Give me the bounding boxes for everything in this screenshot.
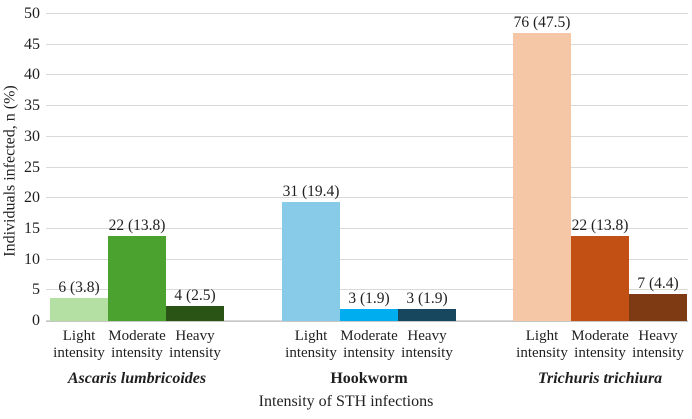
gridline	[46, 13, 688, 14]
x-axis-labels: Light intensity Moderate intensity Heavy i…	[46, 321, 688, 419]
y-tick-label: 35	[24, 97, 40, 115]
gridline	[46, 135, 688, 137]
gridline	[46, 74, 688, 76]
gridline	[46, 227, 688, 229]
y-tick-label: 15	[24, 219, 40, 237]
intensity-label: Moderate intensity	[108, 328, 166, 361]
bar-group: 31 (19.4) 3 (1.9) 3 (1.9)	[282, 14, 456, 321]
intensity-label: Heavy intensity	[169, 328, 221, 361]
group-label-block: Light intensity Moderate intensity Heavy i…	[513, 321, 687, 388]
bar-value-label: 3 (1.9)	[348, 290, 390, 308]
intensity-label: Light intensity	[516, 328, 568, 361]
intensity-label: Heavy intensity	[632, 328, 684, 361]
y-tick-label: 20	[24, 189, 40, 207]
y-tick-label: 30	[24, 127, 40, 145]
intensity-label-row: Light intensity Moderate intensity Heavy i…	[513, 321, 687, 362]
y-tick-label: 40	[24, 66, 40, 84]
bar-value-label: 31 (19.4)	[282, 182, 340, 200]
bar-slot: 76 (47.5)	[513, 14, 571, 321]
gridline	[46, 258, 688, 260]
species-label: Trichuris trichiura	[537, 370, 663, 387]
intensity-label: Light intensity	[285, 328, 337, 361]
gridline	[46, 289, 688, 291]
intensity-label: Heavy intensity	[401, 328, 453, 361]
intensity-label: Moderate intensity	[340, 328, 398, 361]
y-tick-label: 45	[24, 35, 40, 53]
bar	[50, 297, 108, 321]
bar-value-label: 22 (13.8)	[571, 217, 629, 235]
bar-slot: 7 (4.4)	[629, 14, 687, 321]
gridline	[46, 197, 688, 199]
gridline	[46, 105, 688, 107]
bar-slot: 4 (2.5)	[166, 14, 224, 321]
x-axis-line	[46, 321, 688, 322]
bar-value-label: 7 (4.4)	[637, 274, 679, 292]
bar	[166, 305, 224, 321]
bar-group: 6 (3.8) 22 (13.8) 4 (2.5)	[50, 14, 224, 321]
y-tick-label: 50	[24, 5, 40, 22]
bar-slot: 22 (13.8)	[108, 14, 166, 321]
bar	[513, 33, 571, 321]
bar-value-label: 22 (13.8)	[108, 217, 166, 235]
bar-slot: 6 (3.8)	[50, 14, 108, 321]
y-tick-label: 25	[24, 158, 40, 176]
intensity-label-row: Light intensity Moderate intensity Heavy i…	[282, 321, 456, 362]
species-label: Hookworm	[330, 370, 408, 387]
bar	[282, 201, 340, 321]
species-label: Ascaris lumbricoides	[67, 370, 207, 387]
bar	[571, 236, 629, 321]
group-label-block: Light intensity Moderate intensity Heavy i…	[50, 321, 224, 388]
intensity-label: Moderate intensity	[571, 328, 629, 361]
y-tick-label: 0	[32, 312, 40, 329]
gridline	[46, 43, 688, 45]
bar	[398, 309, 456, 321]
intensity-label-row: Light intensity Moderate intensity Heavy i…	[50, 321, 224, 362]
plot-area: 6 (3.8) 22 (13.8) 4 (2.5) 31 (19.4) 3 (1.9) 3…	[46, 13, 688, 322]
bar-value-label: 4 (2.5)	[174, 286, 216, 304]
bar	[340, 309, 398, 321]
bar-value-label: 3 (1.9)	[406, 290, 448, 308]
bar-value-label: 76 (47.5)	[513, 14, 571, 31]
bar-group: 76 (47.5) 22 (13.8) 7 (4.4)	[513, 14, 687, 321]
x-axis-title: Intensity of STH infections	[258, 393, 434, 410]
gridline	[46, 166, 688, 168]
group-label-block: Light intensity Moderate intensity Heavy i…	[282, 321, 456, 388]
y-tick-label: 5	[32, 281, 40, 299]
bar	[629, 293, 687, 321]
intensity-label: Light intensity	[53, 328, 105, 361]
bar	[108, 236, 166, 321]
y-axis-tick-labels: 0 5 10 15 20 25 30 35 40 45 50	[0, 5, 40, 329]
bar-slot: 3 (1.9)	[398, 14, 456, 321]
bar-value-label: 6 (3.8)	[58, 278, 100, 296]
y-tick-label: 10	[24, 250, 40, 268]
bar-slot: 31 (19.4)	[282, 14, 340, 321]
bar-slot: 3 (1.9)	[340, 14, 398, 321]
bar-slot: 22 (13.8)	[571, 14, 629, 321]
